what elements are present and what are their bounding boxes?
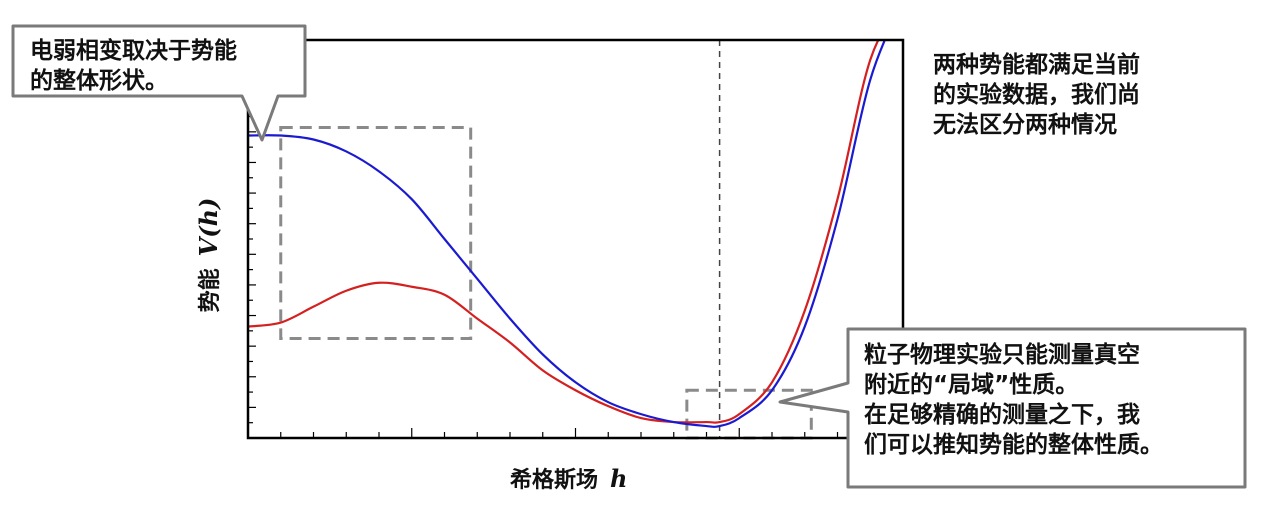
right-callout-line: 们可以推知势能的整体性质。 xyxy=(864,432,1163,458)
left-callout-text: 电弱相变取决于势能 的整体形状。 xyxy=(30,36,237,96)
callout-shapes xyxy=(11,24,1247,489)
x-axis-title: 希格斯场 h xyxy=(510,464,628,493)
left-callout-line: 的整体形状。 xyxy=(30,68,168,94)
side-note-line: 两种势能都满足当前 xyxy=(933,52,1140,78)
highlight-boxes xyxy=(279,126,813,440)
side-note: 两种势能都满足当前 的实验数据，我们尚 无法区分两种情况 xyxy=(933,50,1233,140)
y-axis-symbol: V(h) xyxy=(194,197,223,257)
right-callout-bubble xyxy=(778,327,1247,489)
left-callout-line: 电弱相变取决于势能 xyxy=(30,38,237,64)
highlight-box xyxy=(279,126,473,340)
y-axis-title: 势能V(h) xyxy=(194,197,223,313)
right-callout-text: 粒子物理实验只能测量真空 附近的“局域”性质。 在足够精确的测量之下，我 们可以… xyxy=(864,340,1163,460)
side-note-line: 的实验数据，我们尚 xyxy=(933,82,1140,108)
series-lines xyxy=(248,40,887,428)
x-axis-symbol: h xyxy=(610,464,628,493)
right-callout-line: 在足够精确的测量之下，我 xyxy=(864,402,1140,428)
left-callout-bubble xyxy=(11,24,307,142)
right-callout-line: 附近的“局域”性质。 xyxy=(864,372,1079,398)
series-line xyxy=(248,40,887,428)
plot-frame xyxy=(246,38,905,440)
right-callout-line: 粒子物理实验只能测量真空 xyxy=(864,342,1140,368)
side-note-line: 无法区分两种情况 xyxy=(933,112,1117,138)
series-line xyxy=(248,40,880,424)
